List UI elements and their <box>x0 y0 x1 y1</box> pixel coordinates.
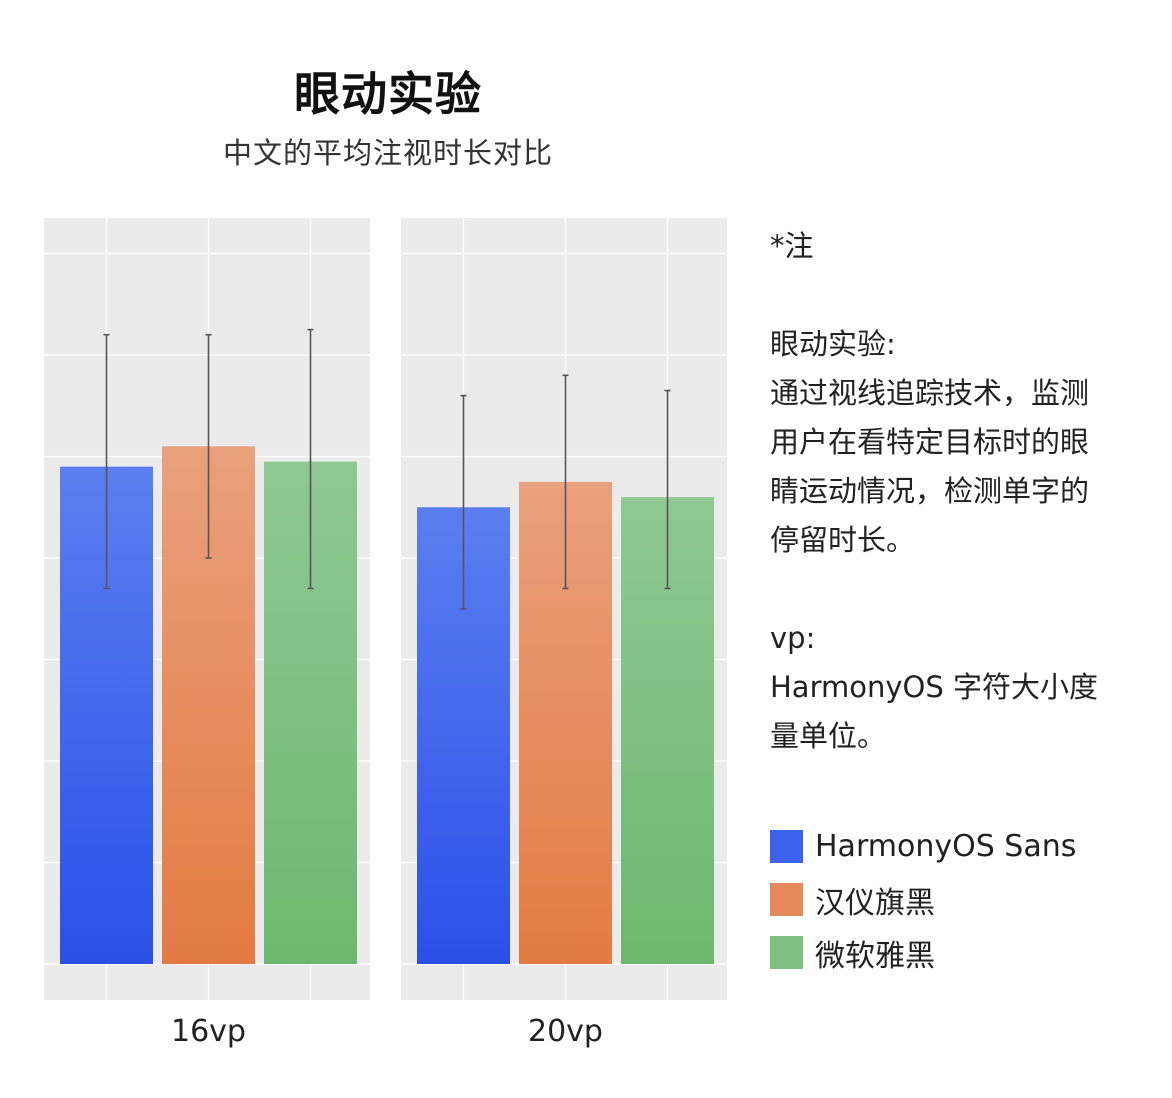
chart-panel: 20vp <box>401 218 727 1049</box>
bar-chart: 16vp 20vp <box>44 218 727 1049</box>
eye-tracking-line: 停留时长。 <box>770 523 916 557</box>
legend-item: 汉仪旗黑 <box>770 873 1160 926</box>
notes-header: *注 <box>770 229 814 263</box>
x-tick-label: 20vp <box>528 1014 603 1049</box>
chart-legend: HarmonyOS Sans 汉仪旗黑 微软雅黑 <box>770 820 1160 979</box>
vp-label: vp: <box>770 621 816 655</box>
vp-line: HarmonyOS 字符大小度 <box>770 670 1098 704</box>
eye-tracking-label: 眼动实验: <box>770 327 896 361</box>
x-tick-label: 16vp <box>171 1014 246 1049</box>
legend-label: 微软雅黑 <box>815 938 935 974</box>
legend-label: HarmonyOS Sans <box>815 829 1077 864</box>
eye-tracking-line: 睛运动情况，检测单字的 <box>770 474 1090 508</box>
eye-tracking-line: 用户在看特定目标时的眼 <box>770 425 1090 459</box>
legend-item: HarmonyOS Sans <box>770 820 1160 873</box>
vp-line: 量单位。 <box>770 719 887 753</box>
legend-item: 微软雅黑 <box>770 926 1160 979</box>
eye-tracking-line: 通过视线追踪技术，监测 <box>770 376 1090 410</box>
chart-subtitle: 中文的平均注视时长对比 <box>222 136 553 170</box>
chart-panel: 16vp <box>44 218 370 1049</box>
notes-panel: *注 眼动实验: 通过视线追踪技术，监测 用户在看特定目标时的眼 睛运动情况，检… <box>770 222 1140 761</box>
legend-label: 汉仪旗黑 <box>815 885 935 921</box>
legend-swatch <box>770 883 803 916</box>
legend-swatch <box>770 936 803 969</box>
chart-title: 眼动实验 <box>294 67 482 121</box>
legend-swatch <box>770 830 803 863</box>
